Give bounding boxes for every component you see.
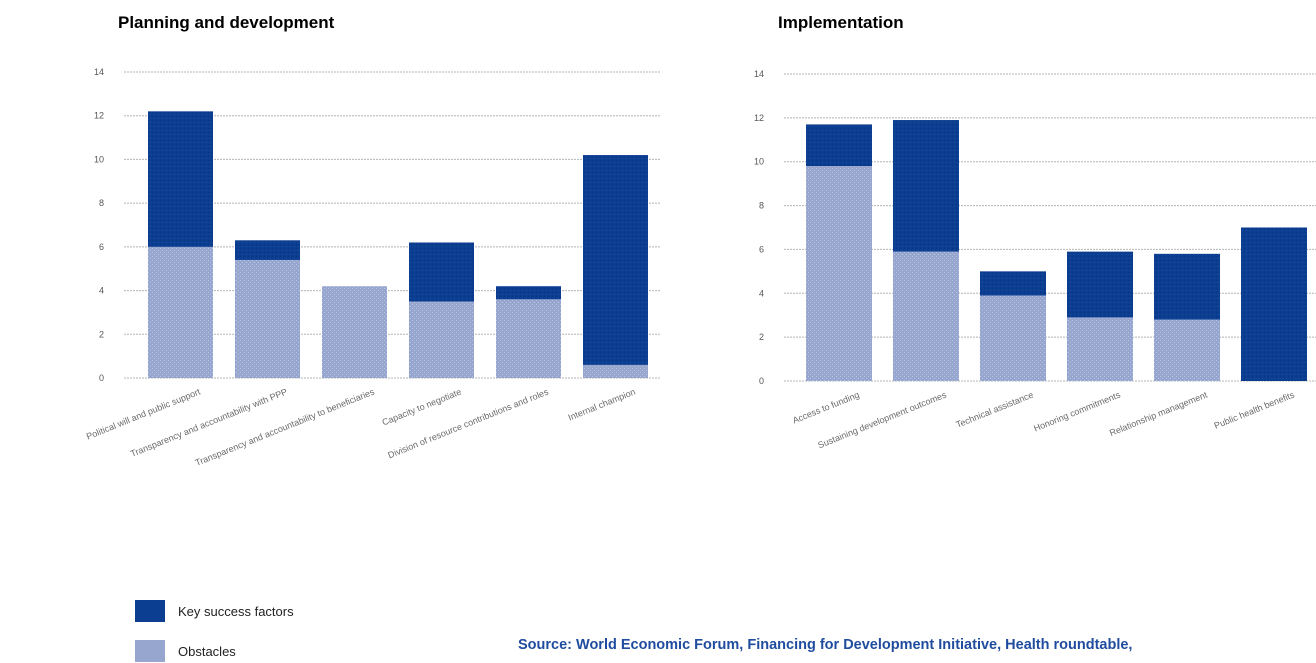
y-tick-label: 14 — [94, 67, 104, 77]
bar-key-success — [148, 111, 213, 247]
bar-key-success — [1067, 251, 1133, 318]
bar-obstacles — [893, 251, 959, 381]
bar-obstacles — [980, 295, 1046, 381]
y-tick-label: 4 — [759, 288, 764, 298]
y-tick-label: 8 — [99, 198, 104, 208]
bar-obstacles — [409, 301, 474, 378]
y-tick-label: 10 — [754, 157, 764, 167]
y-tick-label: 4 — [99, 286, 104, 296]
category-label: Capacity to negotiate — [381, 387, 463, 428]
charts-canvas: Planning and development02468101214Polit… — [85, 13, 1316, 468]
y-tick-label: 6 — [759, 244, 764, 254]
y-tick-label: 2 — [99, 329, 104, 339]
bar-key-success — [1154, 253, 1220, 320]
y-tick-label: 14 — [754, 69, 764, 79]
bar-obstacles — [148, 246, 213, 378]
bar-obstacles — [1154, 319, 1220, 381]
bar-obstacles — [496, 299, 561, 378]
chart-1: Planning and development02468101214Polit… — [85, 13, 660, 468]
y-tick-label: 0 — [99, 373, 104, 383]
category-label: Honoring commitments — [1032, 389, 1122, 433]
category-label: Technical assistance — [954, 390, 1034, 430]
bar-obstacles — [806, 166, 872, 381]
bar-key-success — [1241, 227, 1307, 381]
bar-key-success — [235, 240, 300, 260]
category-label: Access to funding — [791, 390, 861, 426]
legend-label-obstacles: Obstacles — [178, 644, 236, 659]
category-label: Relationship management — [1108, 389, 1209, 438]
legend-swatch-key-success — [135, 600, 165, 622]
category-label: Transparency and accountability with PPP — [129, 387, 289, 459]
chart-title: Implementation — [778, 13, 904, 32]
bar-obstacles — [583, 364, 648, 378]
y-tick-label: 2 — [759, 332, 764, 342]
bar-key-success — [980, 271, 1046, 296]
legend-swatch-obstacles — [135, 640, 165, 662]
bar-obstacles — [235, 259, 300, 378]
bar-key-success — [409, 242, 474, 302]
source-note: Source: World Economic Forum, Financing … — [518, 637, 1133, 653]
y-tick-label: 12 — [754, 113, 764, 123]
category-label: Division of resource contributions and r… — [386, 386, 550, 460]
bar-key-success — [893, 120, 959, 252]
bar-obstacles — [322, 286, 387, 378]
y-tick-label: 6 — [99, 242, 104, 252]
legend-label-key-success: Key success factors — [178, 604, 294, 619]
y-tick-label: 8 — [759, 201, 764, 211]
chart-title: Planning and development — [118, 13, 335, 32]
category-label: Internal champion — [567, 387, 637, 423]
category-label: Transparency and accountability to benef… — [194, 386, 376, 467]
bar-key-success — [583, 155, 648, 365]
y-tick-label: 10 — [94, 154, 104, 164]
y-tick-label: 0 — [759, 376, 764, 386]
bar-obstacles — [1067, 317, 1133, 381]
y-tick-label: 12 — [94, 111, 104, 121]
bar-key-success — [806, 124, 872, 167]
bar-key-success — [496, 286, 561, 300]
category-label: Public health benefits — [1213, 389, 1297, 431]
chart-2: Implementation 0 2 4 6 8 10 12 14 Access to fundi… — [754, 13, 1316, 450]
